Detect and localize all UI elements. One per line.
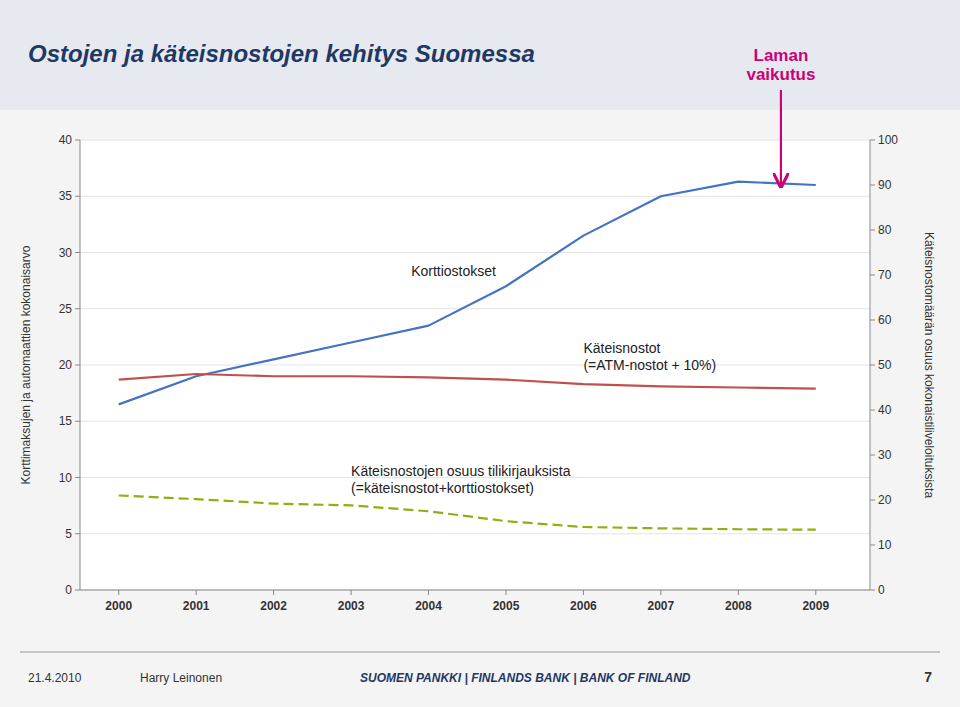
y-tick-label: 10 bbox=[59, 471, 73, 485]
series-label: Käteisnostot(=ATM-nostot + 10%) bbox=[583, 340, 716, 373]
x-tick-label: 2001 bbox=[183, 599, 210, 613]
footer-text: Harry Leinonen bbox=[140, 671, 222, 685]
x-tick-label: 2002 bbox=[260, 599, 287, 613]
y-tick bbox=[75, 477, 80, 478]
y2-tick bbox=[870, 455, 875, 456]
y2-tick-label: 90 bbox=[878, 178, 892, 192]
annotation: Lamanvaikutus bbox=[746, 46, 815, 84]
x-tick-label: 2005 bbox=[493, 599, 520, 613]
y-tick bbox=[75, 252, 80, 253]
y-tick-label: 30 bbox=[59, 246, 73, 260]
text-line: vaikutus bbox=[746, 65, 815, 84]
chart: Ostojen ja käteisnostojen kehitys Suomes… bbox=[0, 0, 960, 707]
y-tick bbox=[75, 196, 80, 197]
x-tick bbox=[118, 590, 119, 595]
series-line bbox=[119, 496, 816, 530]
text-line: Laman bbox=[754, 46, 809, 65]
grid-line bbox=[80, 140, 870, 141]
y2-tick bbox=[870, 500, 875, 501]
y-tick-label: 15 bbox=[59, 414, 73, 428]
footer-text: SUOMEN PANKKI | FINLANDS BANK | BANK OF … bbox=[360, 671, 691, 685]
annotation-arrow bbox=[780, 90, 782, 187]
y-tick bbox=[75, 533, 80, 534]
y-axis-line bbox=[80, 140, 81, 590]
title: Ostojen ja käteisnostojen kehitys Suomes… bbox=[28, 40, 535, 67]
x-tick bbox=[428, 590, 429, 595]
y-tick bbox=[75, 590, 80, 591]
footer-rule bbox=[20, 652, 940, 653]
text-line: (=ATM-nostot + 10%) bbox=[583, 357, 716, 373]
y2-tick-label: 80 bbox=[878, 223, 892, 237]
y2-tick bbox=[870, 365, 875, 366]
y2-axis-line bbox=[870, 140, 871, 590]
y-tick-label: 40 bbox=[59, 133, 73, 147]
footer-text: 21.4.2010 bbox=[28, 671, 82, 685]
y2-tick bbox=[870, 320, 875, 321]
y2-tick-label: 50 bbox=[878, 358, 892, 372]
series-label: Käteisnostojen osuus tilikirjauksista(=k… bbox=[351, 463, 571, 496]
y2-tick bbox=[870, 185, 875, 186]
grid-line bbox=[80, 421, 870, 422]
x-tick bbox=[273, 590, 274, 595]
y2-tick-label: 30 bbox=[878, 448, 892, 462]
x-tick bbox=[196, 590, 197, 595]
footer-text: 7 bbox=[924, 669, 932, 685]
x-tick-label: 2000 bbox=[105, 599, 132, 613]
plot-area bbox=[80, 140, 870, 590]
y-tick-label: 20 bbox=[59, 358, 73, 372]
text-line: Korttiostokset bbox=[411, 263, 496, 279]
y-tick-label: 5 bbox=[65, 527, 72, 541]
y2-tick-label: 60 bbox=[878, 313, 892, 327]
series-label: Korttiostokset bbox=[411, 263, 496, 279]
y2-tick bbox=[870, 140, 875, 141]
y2-tick-label: 40 bbox=[878, 403, 892, 417]
y2-tick-label: 20 bbox=[878, 493, 892, 507]
grid-line bbox=[80, 308, 870, 309]
grid-line bbox=[80, 590, 870, 591]
grid-line bbox=[80, 252, 870, 253]
x-axis-line bbox=[80, 590, 870, 591]
x-tick bbox=[351, 590, 352, 595]
y2-tick bbox=[870, 230, 875, 231]
text-line: Käteisnostojen osuus tilikirjauksista bbox=[351, 463, 571, 479]
y2-tick bbox=[870, 275, 875, 276]
y-tick bbox=[75, 140, 80, 141]
grid-line bbox=[80, 365, 870, 366]
x-tick bbox=[583, 590, 584, 595]
text-line: Käteisnostot bbox=[583, 340, 660, 356]
plot-marks bbox=[119, 182, 816, 530]
x-tick-label: 2008 bbox=[725, 599, 752, 613]
x-tick bbox=[660, 590, 661, 595]
y2-tick-label: 0 bbox=[878, 583, 885, 597]
y2-tick bbox=[870, 545, 875, 546]
y-tick bbox=[75, 365, 80, 366]
y2-tick bbox=[870, 410, 875, 411]
x-tick bbox=[738, 590, 739, 595]
y-axis-label: Korttimaksujen ja automaattien kokonaisa… bbox=[19, 245, 33, 484]
x-tick bbox=[815, 590, 816, 595]
grid-line bbox=[80, 196, 870, 197]
y2-tick-label: 100 bbox=[878, 133, 898, 147]
y-tick-label: 25 bbox=[59, 302, 73, 316]
series-line bbox=[119, 374, 816, 389]
y2-tick bbox=[870, 590, 875, 591]
y-tick-label: 35 bbox=[59, 189, 73, 203]
y-tick bbox=[75, 421, 80, 422]
x-tick-label: 2007 bbox=[648, 599, 675, 613]
grid-line bbox=[80, 533, 870, 534]
x-tick-label: 2009 bbox=[802, 599, 829, 613]
y-tick-label: 0 bbox=[65, 583, 72, 597]
series-line bbox=[119, 182, 816, 405]
y-tick bbox=[75, 308, 80, 309]
text-line: (=käteisnostot+korttiostokset) bbox=[351, 480, 534, 496]
y2-axis-label: Käteisnostomäärän osuus kokonaistilivelo… bbox=[922, 232, 936, 498]
x-tick-label: 2004 bbox=[415, 599, 442, 613]
x-tick-label: 2006 bbox=[570, 599, 597, 613]
y2-tick-label: 70 bbox=[878, 268, 892, 282]
title-band bbox=[0, 0, 960, 110]
x-tick-label: 2003 bbox=[338, 599, 365, 613]
y2-tick-label: 10 bbox=[878, 538, 892, 552]
x-tick bbox=[505, 590, 506, 595]
